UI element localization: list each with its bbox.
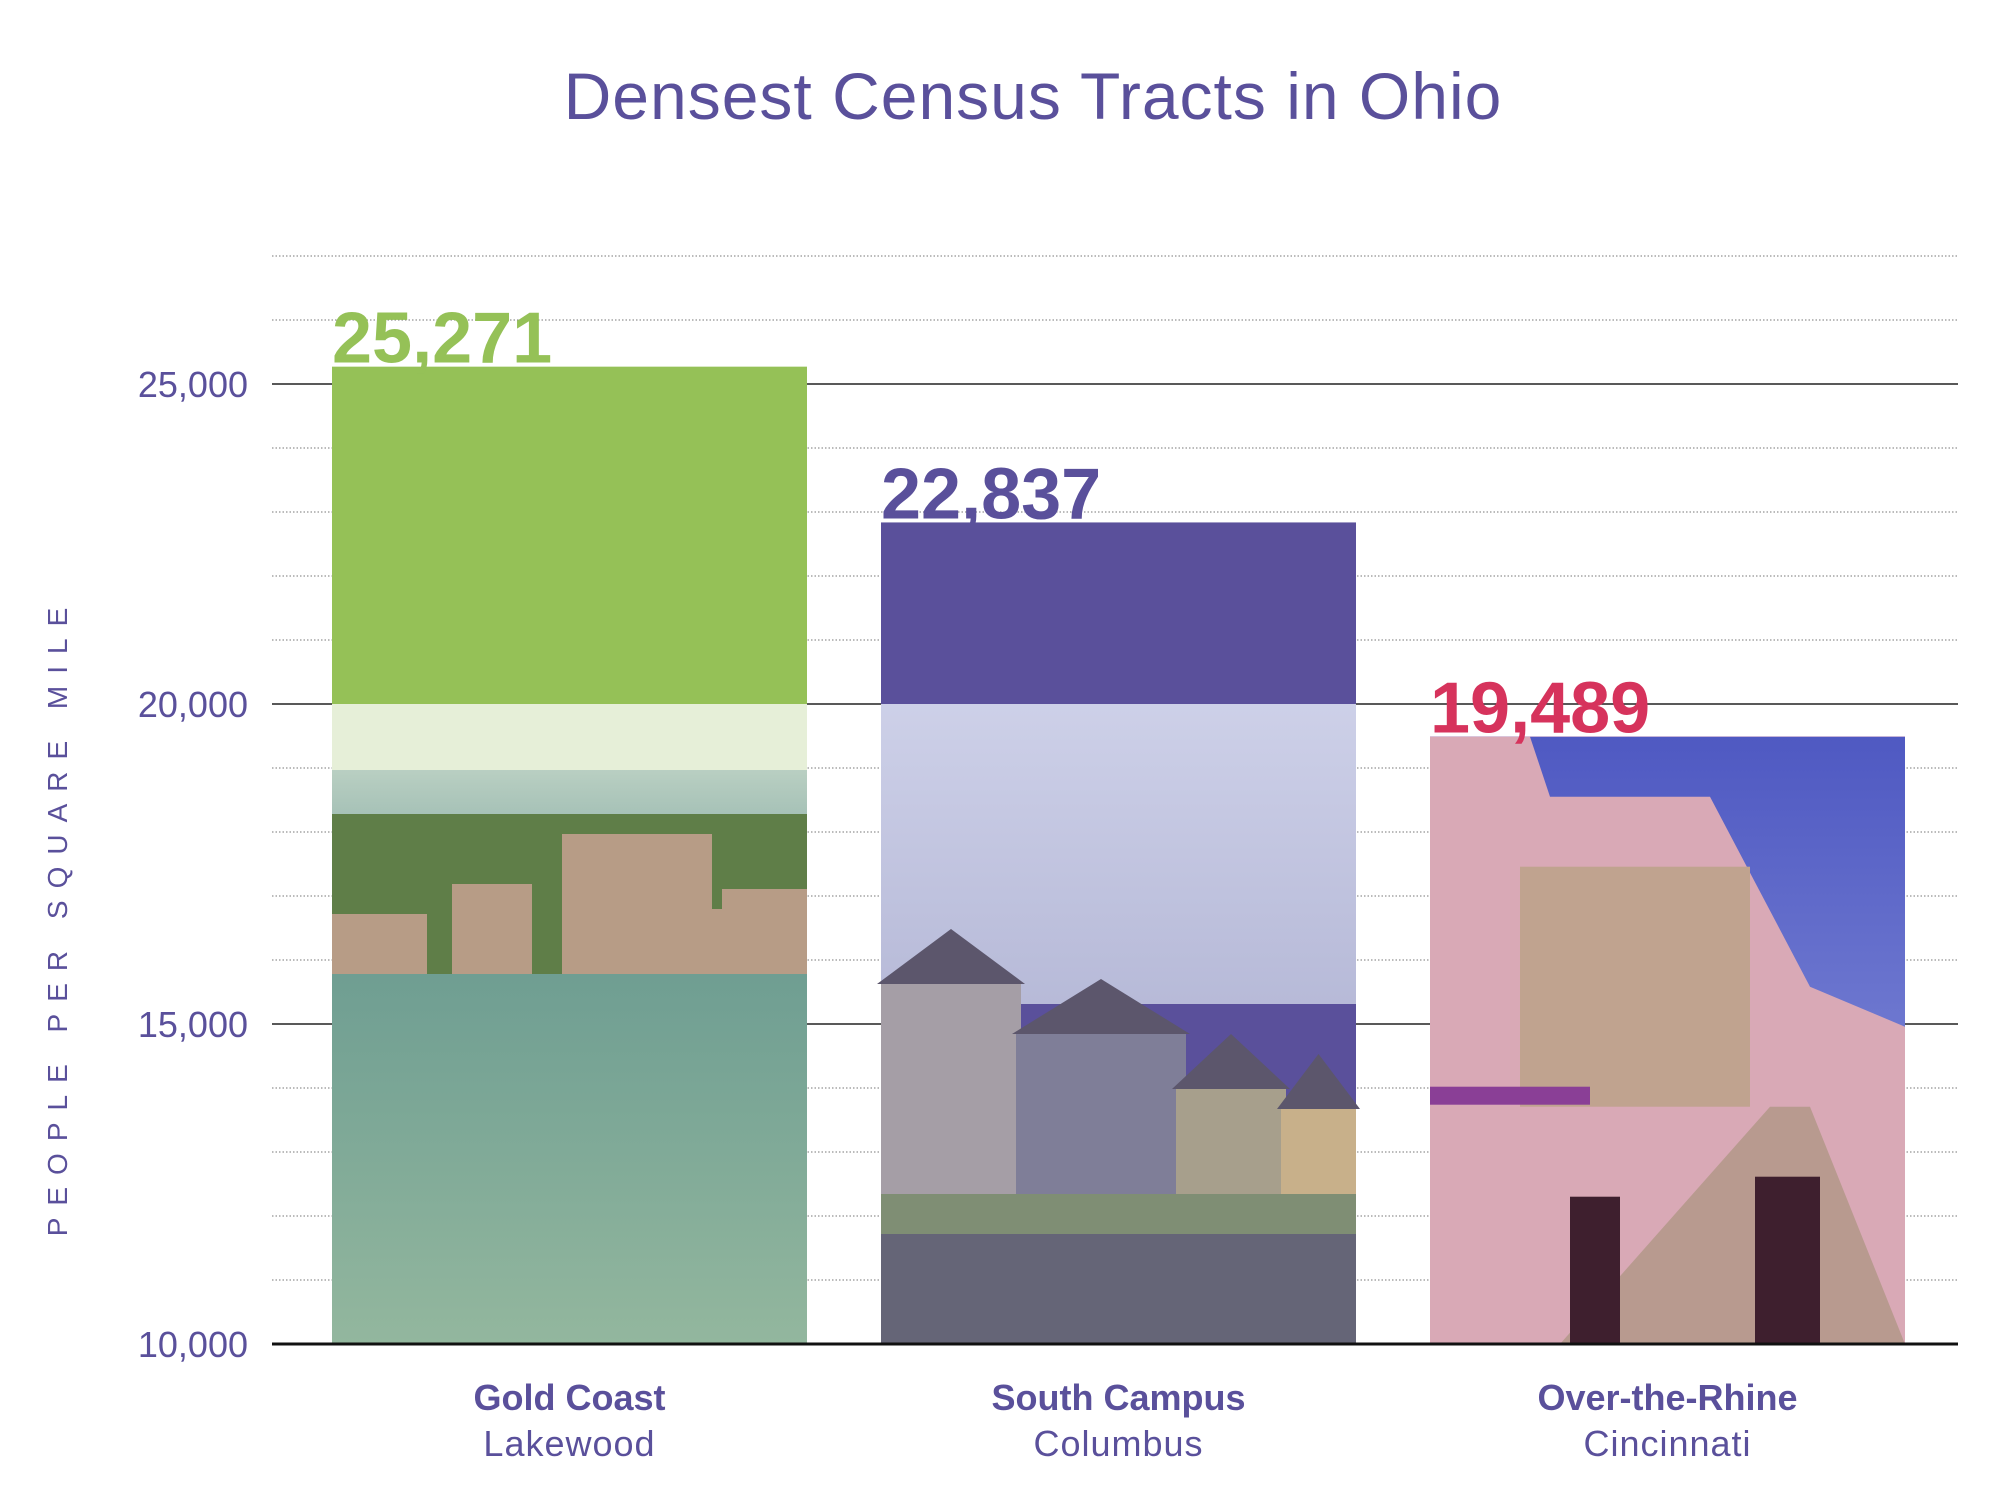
photo-roof <box>877 929 1025 984</box>
lakeside-high-rise-photo <box>332 704 807 1344</box>
photo-building <box>332 914 427 974</box>
photo-road <box>881 1234 1356 1344</box>
houses-street-photo <box>877 704 1360 1344</box>
photo-haze <box>332 704 807 770</box>
chart-title: Densest Census Tracts in Ohio <box>563 59 1503 133</box>
photo-person <box>1570 1196 1620 1344</box>
photo-roof <box>1172 1034 1290 1089</box>
photo-building <box>452 884 532 974</box>
photo-person <box>1755 1176 1820 1344</box>
category-sublabel: Lakewood <box>483 1423 655 1464</box>
historic-street-photo <box>1430 736 1905 1344</box>
photo-building <box>722 889 807 974</box>
photo-roof <box>1277 1054 1360 1109</box>
photo-water <box>332 974 807 1344</box>
category-label: South Campus <box>991 1377 1245 1418</box>
y-tick-label: 25,000 <box>138 364 248 405</box>
photo-roof <box>1012 979 1190 1034</box>
value-label: 25,271 <box>332 299 552 379</box>
category-sublabel: Cincinnati <box>1583 1423 1751 1464</box>
value-label: 19,489 <box>1430 669 1650 749</box>
photo-house <box>1281 1109 1356 1204</box>
photo-lawn <box>881 1194 1356 1234</box>
photo-awning <box>1430 1086 1590 1105</box>
photo-building <box>662 909 722 974</box>
y-tick-label: 10,000 <box>138 1324 248 1365</box>
y-tick-label: 20,000 <box>138 684 248 725</box>
y-tick-label: 15,000 <box>138 1004 248 1045</box>
photo-house <box>1176 1089 1286 1204</box>
category-label: Gold Coast <box>473 1377 665 1418</box>
photo-house <box>881 984 1021 1204</box>
value-label: 22,837 <box>881 454 1101 534</box>
category-label: Over-the-Rhine <box>1537 1377 1797 1418</box>
category-sublabel: Columbus <box>1033 1423 1203 1464</box>
photo-building <box>1520 866 1750 1107</box>
photo-house <box>1016 1034 1186 1204</box>
